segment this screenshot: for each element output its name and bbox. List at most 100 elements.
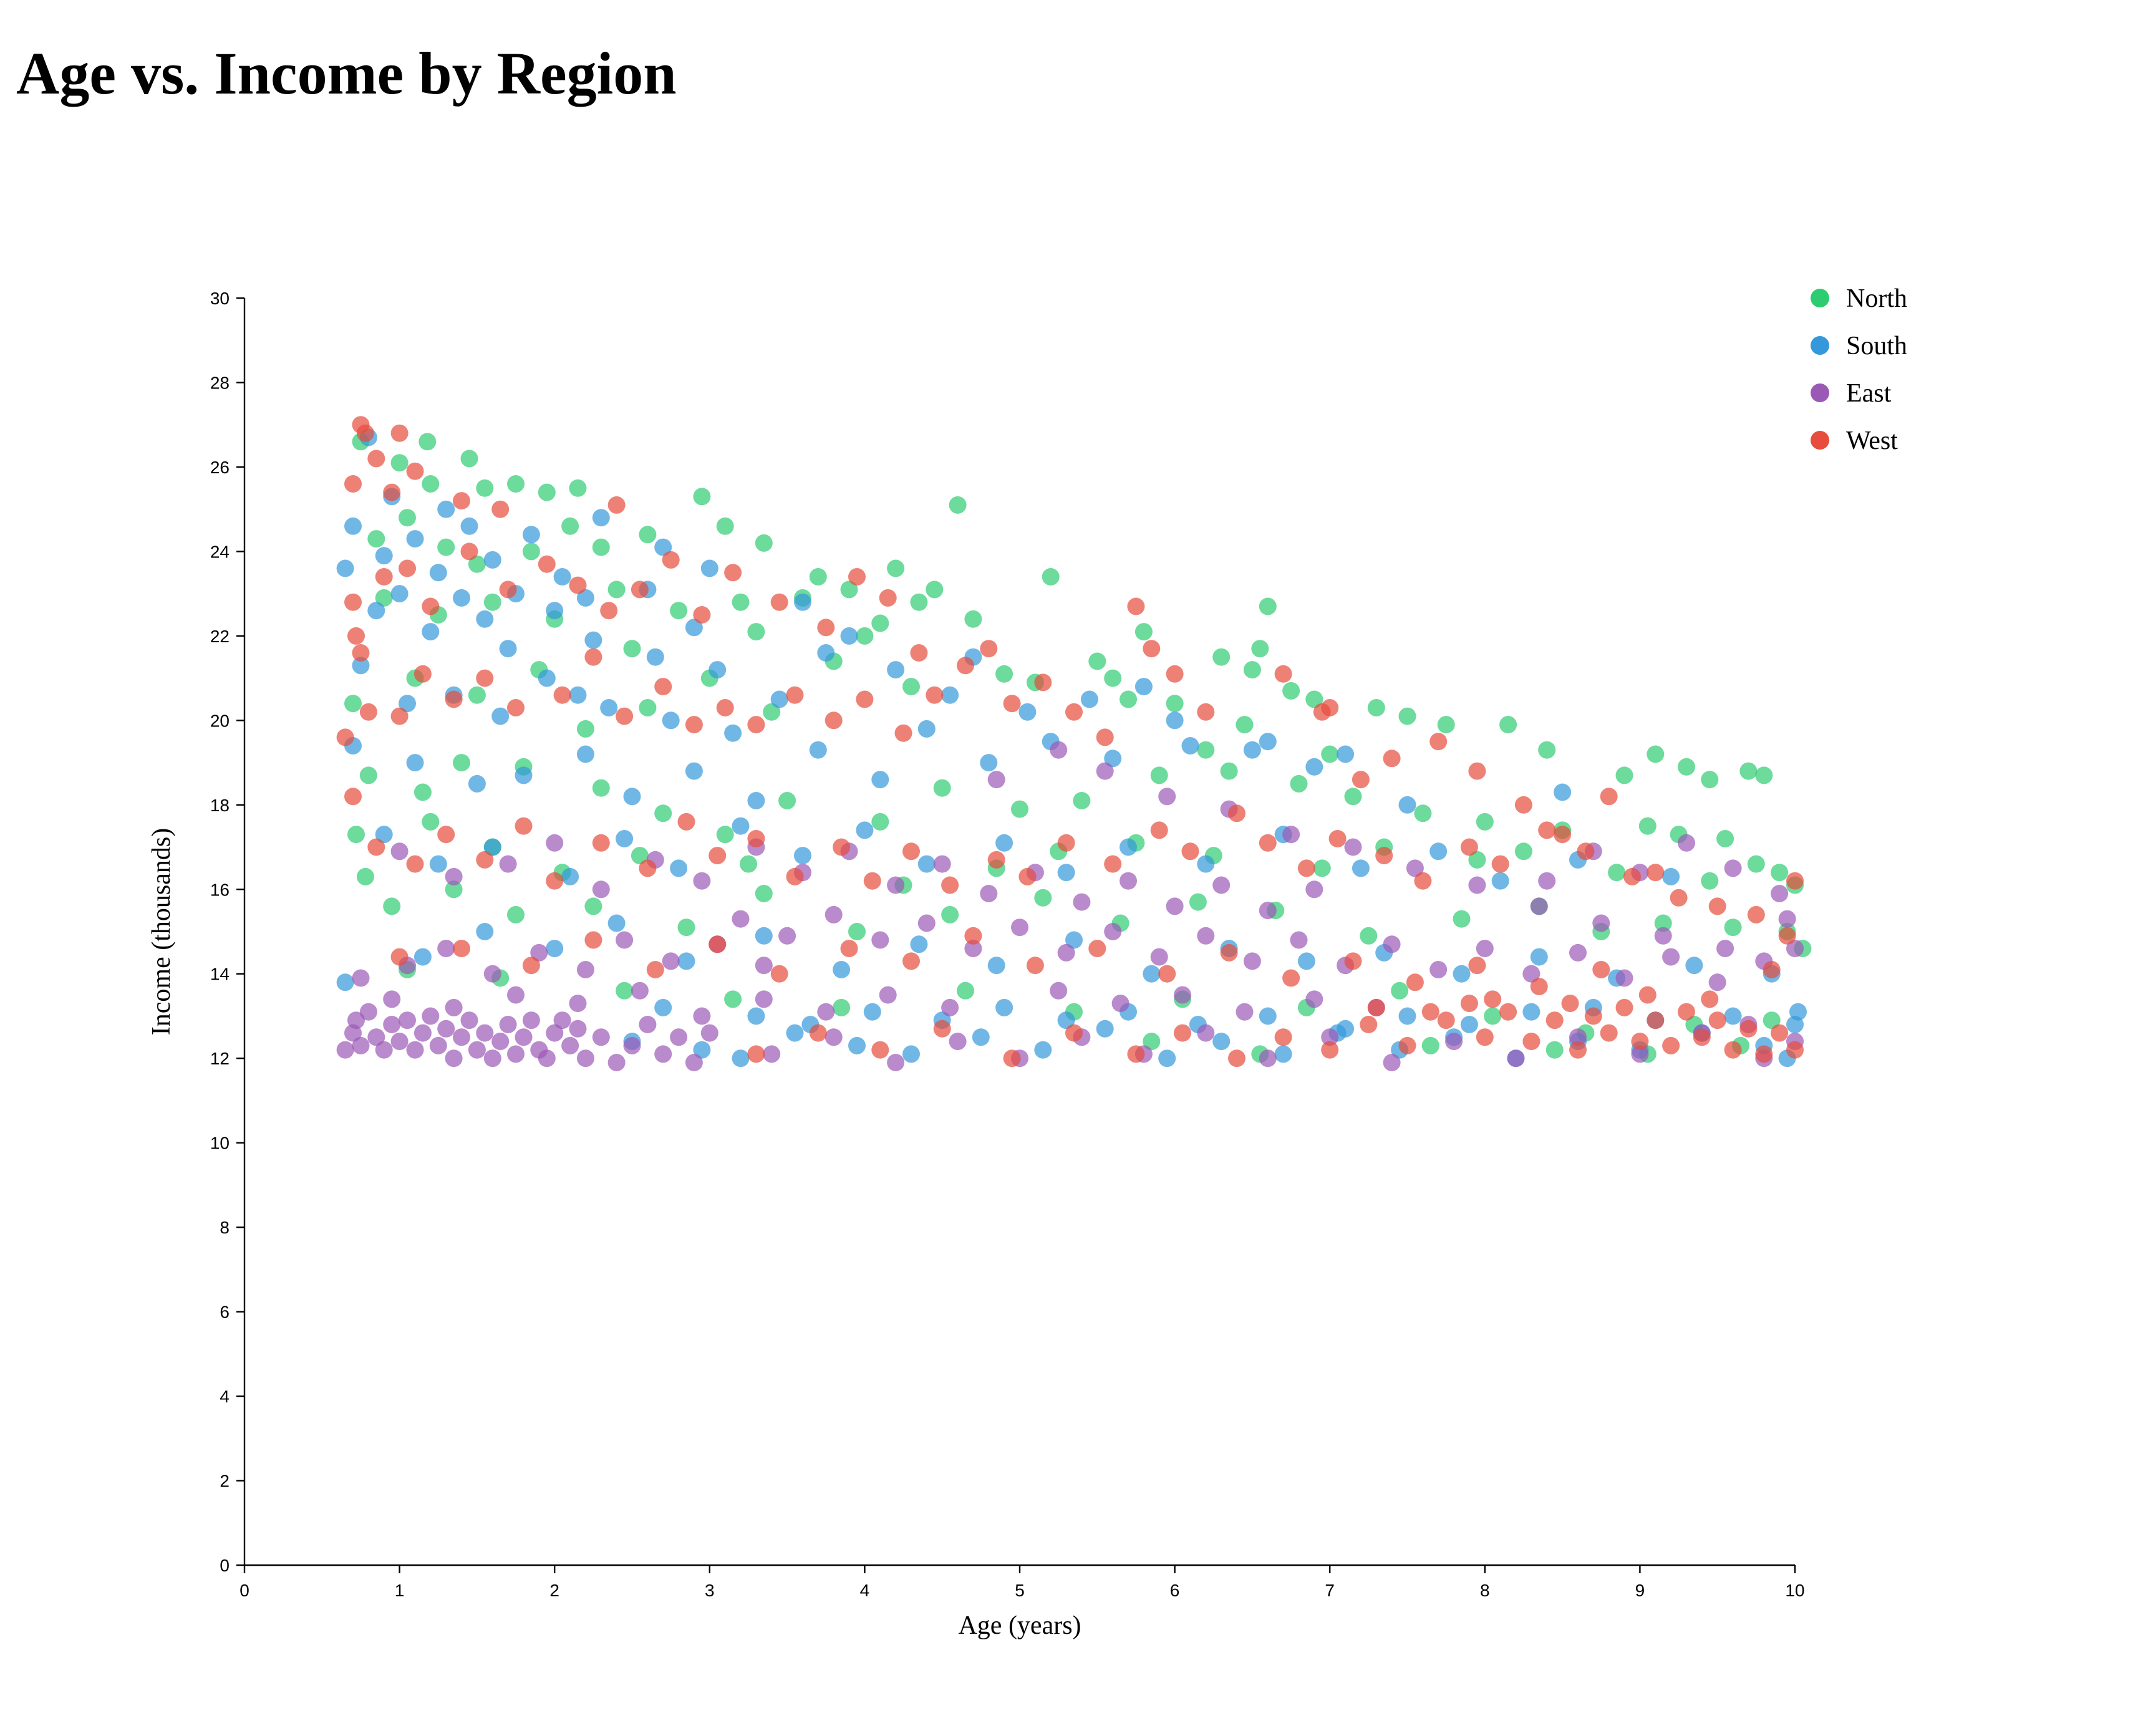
data-point bbox=[755, 885, 773, 902]
data-point bbox=[616, 981, 634, 1000]
data-point bbox=[716, 517, 734, 535]
data-point bbox=[390, 585, 409, 603]
data-point bbox=[1166, 711, 1184, 730]
data-point bbox=[902, 952, 920, 970]
data-point bbox=[1305, 990, 1323, 1008]
data-point bbox=[770, 690, 788, 708]
data-point bbox=[1158, 1049, 1176, 1068]
data-point bbox=[422, 475, 440, 493]
data-point bbox=[778, 927, 796, 945]
data-point bbox=[1096, 762, 1114, 780]
data-point bbox=[569, 1020, 587, 1038]
data-point bbox=[1096, 1020, 1114, 1038]
data-point bbox=[359, 703, 377, 721]
data-point bbox=[1181, 842, 1199, 861]
data-point bbox=[1771, 864, 1789, 882]
data-point bbox=[445, 998, 463, 1016]
data-point bbox=[1166, 897, 1184, 915]
data-point bbox=[418, 433, 437, 451]
data-point bbox=[1111, 995, 1129, 1013]
data-point bbox=[1678, 1003, 1695, 1021]
data-point bbox=[359, 1003, 377, 1021]
data-point bbox=[422, 623, 440, 641]
data-point bbox=[592, 1028, 610, 1046]
legend-label: North bbox=[1846, 284, 1907, 313]
data-point bbox=[538, 555, 556, 573]
legend-marker bbox=[1811, 336, 1829, 355]
data-point bbox=[1584, 1007, 1602, 1025]
data-point bbox=[383, 990, 401, 1008]
data-point bbox=[871, 813, 889, 831]
data-point bbox=[1638, 986, 1657, 1004]
data-point bbox=[724, 990, 742, 1008]
legend-label: South bbox=[1846, 332, 1907, 360]
data-point bbox=[1367, 998, 1385, 1016]
data-point bbox=[1724, 1007, 1742, 1025]
data-point bbox=[375, 1041, 393, 1059]
data-point bbox=[871, 771, 889, 789]
data-point bbox=[414, 665, 432, 683]
data-point bbox=[522, 957, 540, 975]
data-point bbox=[1747, 855, 1765, 873]
y-tick-label: 6 bbox=[220, 1303, 230, 1322]
data-point bbox=[724, 564, 742, 582]
data-point bbox=[623, 788, 641, 806]
data-point bbox=[1282, 969, 1300, 987]
data-point bbox=[616, 931, 634, 949]
data-point bbox=[1647, 745, 1665, 763]
data-point bbox=[1166, 695, 1184, 713]
data-point bbox=[1367, 699, 1385, 716]
data-point bbox=[1321, 1028, 1339, 1046]
data-point bbox=[515, 817, 533, 835]
data-point bbox=[1701, 990, 1719, 1008]
data-point bbox=[1476, 813, 1494, 831]
data-point bbox=[507, 986, 525, 1004]
data-point bbox=[352, 644, 370, 662]
data-point bbox=[561, 867, 579, 885]
data-point bbox=[910, 593, 928, 611]
data-point bbox=[1670, 889, 1688, 907]
data-point bbox=[422, 813, 440, 831]
data-point bbox=[1569, 1028, 1587, 1046]
data-point bbox=[1491, 872, 1509, 890]
data-point bbox=[1608, 864, 1626, 882]
data-point bbox=[709, 847, 727, 865]
data-point bbox=[1383, 750, 1401, 768]
data-point bbox=[592, 538, 610, 556]
data-point bbox=[763, 1045, 781, 1063]
data-point bbox=[1134, 678, 1153, 696]
data-point bbox=[1104, 923, 1122, 940]
data-point bbox=[964, 610, 982, 628]
data-point bbox=[476, 669, 494, 687]
data-point bbox=[1701, 872, 1719, 890]
data-point bbox=[817, 644, 835, 662]
data-point bbox=[1545, 1041, 1564, 1059]
data-point bbox=[499, 640, 517, 658]
data-point bbox=[538, 1049, 556, 1068]
data-point bbox=[639, 859, 657, 877]
data-point bbox=[840, 581, 858, 599]
data-point bbox=[1143, 640, 1161, 658]
data-point bbox=[786, 686, 804, 704]
data-point bbox=[631, 981, 649, 1000]
data-point bbox=[1042, 568, 1060, 586]
data-point bbox=[1429, 961, 1448, 978]
data-point bbox=[1158, 788, 1176, 806]
data-point bbox=[344, 695, 362, 713]
data-point bbox=[949, 496, 967, 514]
data-point bbox=[1445, 1033, 1463, 1051]
data-point bbox=[483, 593, 501, 611]
data-point bbox=[825, 1028, 843, 1046]
data-point bbox=[1003, 1049, 1021, 1068]
data-point bbox=[1057, 834, 1075, 852]
data-point bbox=[576, 1049, 594, 1068]
data-point bbox=[347, 826, 365, 844]
data-point bbox=[1522, 1003, 1541, 1021]
data-point bbox=[980, 754, 998, 772]
data-point bbox=[1554, 826, 1572, 844]
data-point bbox=[1771, 1024, 1789, 1042]
data-point bbox=[460, 542, 478, 561]
data-point bbox=[1259, 902, 1277, 920]
data-point bbox=[546, 834, 564, 852]
data-point bbox=[1274, 1028, 1292, 1046]
